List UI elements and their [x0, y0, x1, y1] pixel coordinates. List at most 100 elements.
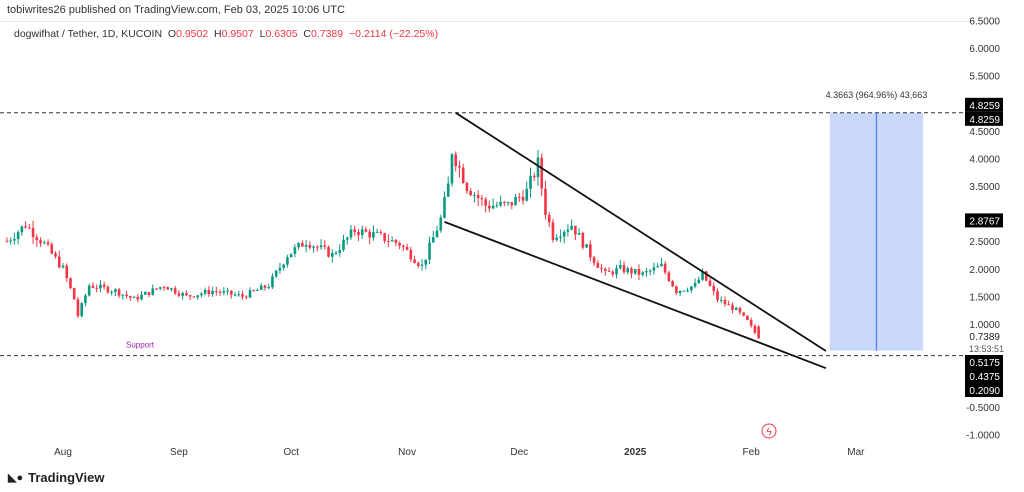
y-tick-label: 2.0000: [969, 265, 1000, 276]
candle-body: [734, 307, 738, 311]
candle-body: [562, 231, 566, 237]
candle-body: [656, 266, 659, 268]
candle-body: [394, 240, 398, 243]
candle-body: [282, 264, 285, 268]
lower-trendline: [444, 221, 827, 370]
candle-body: [330, 252, 334, 257]
candle-body: [99, 284, 102, 289]
candle-body: [39, 240, 42, 244]
candle-body: [31, 227, 35, 238]
x-tick-label: 2025: [624, 447, 647, 458]
candle-body: [147, 291, 151, 295]
tradingview-logo[interactable]: ◣● TradingView: [8, 470, 104, 485]
candle-body: [308, 244, 312, 248]
candle-body: [297, 242, 300, 248]
candle-body: [645, 271, 648, 273]
candle-body: [704, 271, 708, 281]
candle-body: [529, 175, 532, 189]
candle-body: [181, 293, 184, 296]
candle-body: [402, 245, 405, 247]
candle-body: [428, 242, 431, 260]
candle-body: [607, 270, 611, 272]
price-label: 4.8259: [969, 101, 1000, 112]
candle-body: [581, 233, 585, 248]
event-flag-icon: [761, 423, 777, 439]
candle-body: [248, 290, 252, 298]
candle-body: [9, 240, 12, 242]
candle-body: [76, 299, 80, 317]
candle-body: [230, 290, 233, 295]
candle-body: [121, 294, 125, 296]
candle-body: [491, 205, 495, 209]
candle-body: [618, 265, 622, 269]
candle-body: [690, 286, 693, 291]
candle-body: [132, 296, 136, 298]
candle-body: [697, 279, 701, 284]
candle-body: [641, 272, 644, 275]
price-label: 0.5175: [969, 358, 1000, 369]
candle-body: [559, 236, 562, 238]
candle-body: [488, 205, 491, 209]
y-tick-label: 6.5000: [969, 16, 1000, 27]
candle-body: [514, 196, 517, 206]
measure-label: 4.3663 (964.96%) 43,663: [826, 90, 928, 100]
x-tick-label: Feb: [743, 447, 761, 458]
candle-body: [510, 202, 514, 206]
logo-icon: ◣●: [8, 472, 24, 484]
candle-body: [207, 289, 211, 295]
candle-body: [233, 294, 237, 296]
x-tick-label: Nov: [398, 447, 416, 458]
candle-body: [312, 246, 315, 248]
candle-body: [368, 231, 371, 238]
price-label-bg: [965, 369, 1003, 383]
candle-body: [364, 229, 368, 232]
price-label: 0.4375: [969, 372, 1000, 383]
candle-body: [46, 242, 50, 245]
candle-body: [420, 264, 424, 266]
candle-body: [648, 270, 652, 272]
candle-body: [630, 268, 633, 274]
candle-body: [13, 238, 16, 241]
candle-body: [611, 271, 615, 275]
x-tick-label: Oct: [283, 447, 299, 458]
candle-body: [633, 269, 637, 274]
candle-body: [114, 289, 117, 292]
y-tick-label: 4.5000: [969, 127, 1000, 138]
candle-body: [185, 293, 188, 296]
candle-body: [682, 290, 686, 292]
candle-body: [738, 307, 742, 313]
candle-body: [218, 291, 222, 293]
candle-body: [693, 283, 697, 287]
open-value: 0.9502: [176, 28, 209, 40]
candle-body: [252, 290, 256, 292]
candle-body: [143, 291, 147, 295]
candle-body: [293, 247, 297, 254]
candle-body: [517, 196, 521, 198]
x-tick-label: Sep: [170, 447, 188, 458]
candle-body: [267, 287, 270, 289]
candle-body: [742, 312, 745, 316]
candle-body: [667, 272, 671, 282]
candle-body: [289, 253, 293, 258]
candle-body: [461, 167, 465, 184]
close-value: 0.7389: [311, 28, 344, 40]
candle-body: [532, 175, 536, 178]
candle-body: [162, 287, 166, 289]
candle-body: [170, 288, 173, 290]
divider: [0, 21, 975, 22]
candle-body: [652, 267, 656, 271]
brand-name: TradingView: [28, 470, 105, 485]
y-tick-label: 1.0000: [969, 320, 1000, 331]
candle-body: [177, 293, 181, 296]
candle-body: [551, 222, 555, 240]
candle-body: [61, 265, 65, 268]
candle-body: [413, 259, 416, 263]
symbol-name[interactable]: dogwifhat / Tether, 1D, KUCOIN: [14, 28, 163, 40]
candle-body: [431, 237, 435, 243]
candle-body: [54, 253, 57, 257]
x-tick-label: Mar: [847, 447, 865, 458]
candle-body: [316, 246, 319, 248]
candle-body: [140, 294, 143, 300]
candle-body: [525, 188, 529, 201]
